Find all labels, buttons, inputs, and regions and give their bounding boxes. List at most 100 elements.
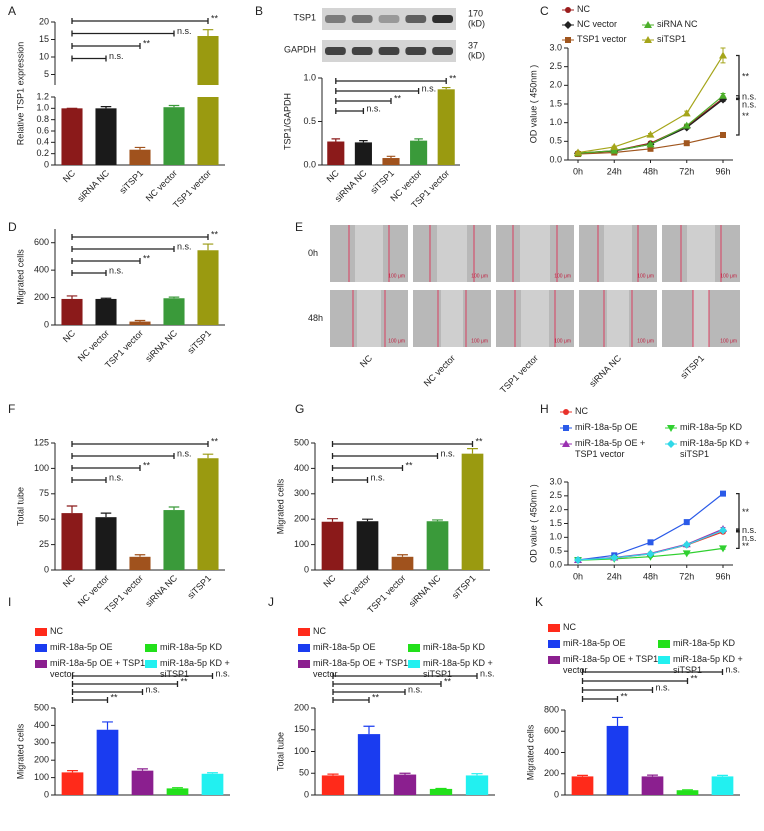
column-label: NC: [358, 353, 375, 370]
y-tick-label: 200: [544, 768, 559, 778]
bar: [129, 149, 151, 165]
legend-entry: siTSP1: [657, 34, 686, 44]
significance-label: n.s.: [408, 684, 423, 694]
scale-label: 100 μm: [471, 273, 488, 279]
significance-label: n.s.: [216, 668, 231, 678]
legend-swatch: [408, 660, 420, 668]
panel-letter: J: [268, 595, 274, 609]
significance-label: **: [211, 13, 219, 23]
x-tick-label: NC vector: [76, 573, 111, 608]
legend-entry: miR-18a-5p KD + siTSP1: [680, 438, 750, 459]
y-tick-label: 15: [39, 34, 49, 44]
y-tick-label: 0: [44, 564, 49, 574]
y-tick-label: 125: [34, 437, 49, 447]
x-tick-label: 0h: [573, 571, 583, 581]
legend-entry: miR-18a-5p KD: [673, 638, 736, 648]
y-tick-label: 300: [34, 737, 49, 747]
significance-label: n.s.: [109, 265, 124, 275]
significance-label: n.s.: [726, 664, 741, 674]
legend-label: miR-18a-5p KD: [673, 638, 736, 648]
significance-label: **: [394, 93, 402, 103]
significance-bracket: [335, 78, 447, 84]
significance-bracket: [71, 246, 175, 252]
bar: [382, 158, 400, 165]
significance-label: n.s.: [177, 26, 192, 36]
significance-bracket: [71, 673, 214, 679]
y-tick-label: 0: [304, 564, 309, 574]
bar: [676, 790, 699, 795]
error-bar: [134, 319, 146, 322]
legend-entry: NC vector: [577, 19, 617, 29]
x-tick-label: 48h: [643, 571, 658, 581]
wound-gap: [693, 290, 709, 347]
bar: [163, 298, 185, 325]
significance-label: n.s.: [742, 525, 757, 535]
y-tick-label: 0.0: [549, 559, 562, 569]
y-tick-label: 2.0: [549, 80, 562, 90]
legend-entry: miR-18a-5p OE + TSP1 vector: [50, 658, 145, 679]
legend-label: miR-18a-5p KD: [423, 642, 486, 652]
legend-entry: miR-18a-5p KD + siTSP1: [160, 658, 230, 679]
significance-bracket: [581, 678, 689, 684]
significance-label: **: [372, 692, 380, 702]
y-tick-label: 100: [294, 539, 309, 549]
y-tick-label: 100: [34, 463, 49, 473]
panel-letter: G: [295, 402, 304, 416]
y-tick-label: 0: [44, 789, 49, 799]
x-tick-label: 72h: [679, 166, 694, 176]
bar: [129, 556, 151, 570]
blot-band: [405, 15, 427, 23]
marker: [682, 540, 691, 549]
row-label: 0h: [308, 248, 318, 258]
marker: [667, 440, 675, 448]
y-tick-label: 1.5: [549, 518, 562, 528]
significance-label: **: [181, 676, 189, 686]
significance-label: n.s.: [366, 103, 381, 113]
y-tick-label: 1.0: [36, 103, 49, 113]
x-tick-label: 96h: [715, 166, 730, 176]
y-tick-label: 10: [39, 51, 49, 61]
scale-label: 100 μm: [388, 338, 405, 344]
significance-bracket: [332, 673, 478, 679]
column-label: NC vector: [422, 353, 457, 388]
y-axis-label: Total tube: [15, 487, 25, 526]
marker: [562, 440, 570, 447]
x-tick-label: NC: [61, 168, 78, 185]
bar: [606, 725, 629, 795]
legend-label: miR-18a-5p KD: [160, 642, 223, 652]
marker: [683, 519, 690, 526]
error-bar: [66, 295, 78, 299]
bar: [711, 776, 734, 795]
y-tick-label: 0.5: [549, 546, 562, 556]
significance-label: n.s.: [742, 533, 757, 543]
error-bar: [577, 774, 588, 777]
y-axis-label: Migrated cells: [15, 249, 25, 305]
bar: [354, 142, 372, 165]
x-tick-label: siTSP1: [450, 573, 478, 601]
significance-bracket: [71, 55, 107, 62]
blot-unit: (kD): [468, 50, 485, 60]
legend-label: NC: [563, 622, 576, 632]
scale-label: 100 μm: [720, 338, 737, 344]
x-tick-label: NC: [61, 328, 78, 345]
significance-bracket: [331, 453, 439, 459]
blot-band: [325, 47, 346, 55]
bar: [163, 510, 185, 570]
marker: [719, 91, 727, 99]
x-tick-label: siRNA NC: [143, 573, 179, 609]
significance-label: n.s.: [109, 472, 124, 482]
legend-swatch: [548, 656, 560, 664]
bar: [393, 774, 417, 795]
legend-label: miR-18a-5p OE + TSP1 vector: [563, 654, 659, 675]
legend-entry: miR-18a-5p KD: [423, 642, 486, 652]
y-tick-label: 1.5: [549, 98, 562, 108]
error-bar: [327, 773, 339, 776]
x-tick-label: siRNA NC: [75, 168, 111, 204]
legend-label: miR-18a-5p KD + siTSP1: [680, 438, 750, 459]
y-tick-label: 0: [554, 789, 559, 799]
y-tick-label: 50: [39, 514, 49, 524]
y-tick-label: 200: [294, 702, 309, 712]
legend-label: miR-18a-5p KD + siTSP1: [423, 658, 493, 679]
bar: [61, 298, 83, 325]
